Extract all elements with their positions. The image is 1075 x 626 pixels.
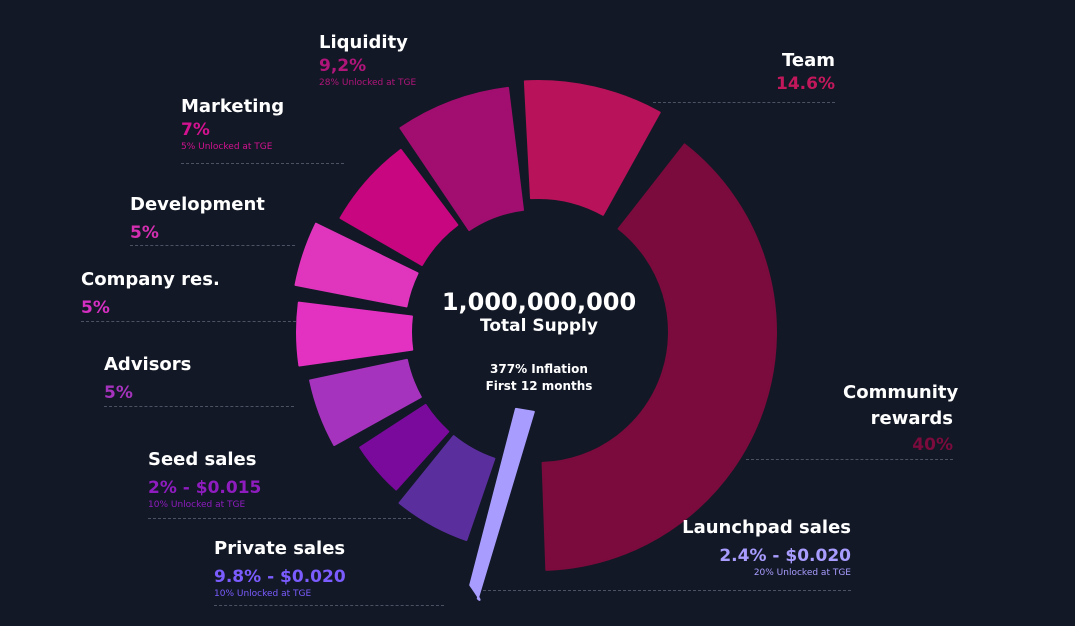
slice-launchpad-sales	[469, 407, 535, 601]
label-launchpad-sales: Launchpad sales 2.4% - $0.020 20% Unlock…	[651, 519, 851, 578]
slice-value: 5%	[104, 383, 133, 403]
label-advisors: Advisors 5%	[104, 356, 191, 402]
leader-line-community-rewards	[746, 459, 953, 460]
slice-note: 10% Unlocked at TGE	[214, 589, 312, 599]
slice-marketing	[339, 148, 459, 266]
slice-name: Team	[782, 50, 835, 71]
slice-name: Launchpad sales	[682, 517, 851, 538]
slice-name: Community rewards	[843, 382, 959, 429]
label-company-res: Company res. 5%	[81, 271, 220, 317]
label-development: Development 5%	[130, 196, 265, 242]
leader-line-seed-sales	[148, 518, 411, 519]
label-private-sales: Private sales 9.8% - $0.020 10% Unlocked…	[214, 540, 346, 599]
leader-line-private-sales	[214, 605, 444, 606]
leader-line-marketing	[181, 163, 344, 164]
label-community-rewards: Community rewards 40%	[751, 380, 959, 455]
slice-value: 7%	[181, 120, 210, 140]
slice-value: 40%	[912, 435, 953, 455]
label-marketing: Marketing 7% 5% Unlocked at TGE	[181, 98, 284, 152]
inflation-note: 377% Inflation First 12 months	[436, 361, 642, 395]
slice-name: Seed sales	[148, 449, 257, 470]
slice-team	[523, 80, 661, 216]
slice-name: Private sales	[214, 538, 346, 559]
slice-name: Liquidity	[319, 32, 408, 53]
label-team: Team 14.6%	[735, 52, 835, 93]
slice-name: Advisors	[104, 354, 192, 375]
slice-private-sales	[398, 435, 496, 542]
leader-line-advisors	[104, 406, 294, 407]
leader-line-launchpad-sales	[483, 590, 851, 591]
slice-company-res	[296, 301, 414, 367]
label-liquidity: Liquidity 9,2% 28% Unlocked at TGE	[319, 34, 416, 88]
slice-note: 5% Unlocked at TGE	[181, 142, 273, 152]
slice-advisors	[309, 358, 422, 446]
slice-name: Company res.	[81, 269, 220, 290]
slice-note: 10% Unlocked at TGE	[148, 500, 246, 510]
slice-seed-sales	[359, 403, 450, 491]
slice-note: 20% Unlocked at TGE	[753, 568, 851, 578]
leader-line-team	[653, 102, 835, 103]
slice-value: 2.4% - $0.020	[719, 546, 851, 566]
slice-value: 14.6%	[776, 74, 835, 94]
total-supply-value: 1,000,000,000	[441, 288, 637, 316]
slice-community-rewards	[541, 143, 777, 571]
slice-liquidity	[399, 86, 525, 232]
slice-value: 5%	[130, 223, 159, 243]
inflation-line-2: First 12 months	[485, 379, 593, 393]
slice-note: 28% Unlocked at TGE	[319, 78, 417, 88]
slice-name: Marketing	[181, 96, 285, 117]
slice-value: 9.8% - $0.020	[214, 567, 346, 587]
label-seed-sales: Seed sales 2% - $0.015 10% Unlocked at T…	[148, 451, 261, 510]
slice-value: 9,2%	[319, 56, 367, 76]
total-supply-label: Total Supply	[480, 316, 598, 336]
slice-value: 5%	[81, 298, 110, 318]
slice-development	[294, 222, 419, 308]
slice-name: Development	[130, 194, 265, 215]
leader-line-development	[130, 245, 295, 246]
leader-line-company-res	[81, 321, 296, 322]
inflation-line-1: 377% Inflation	[490, 362, 588, 376]
slice-value: 2% - $0.015	[148, 478, 262, 498]
